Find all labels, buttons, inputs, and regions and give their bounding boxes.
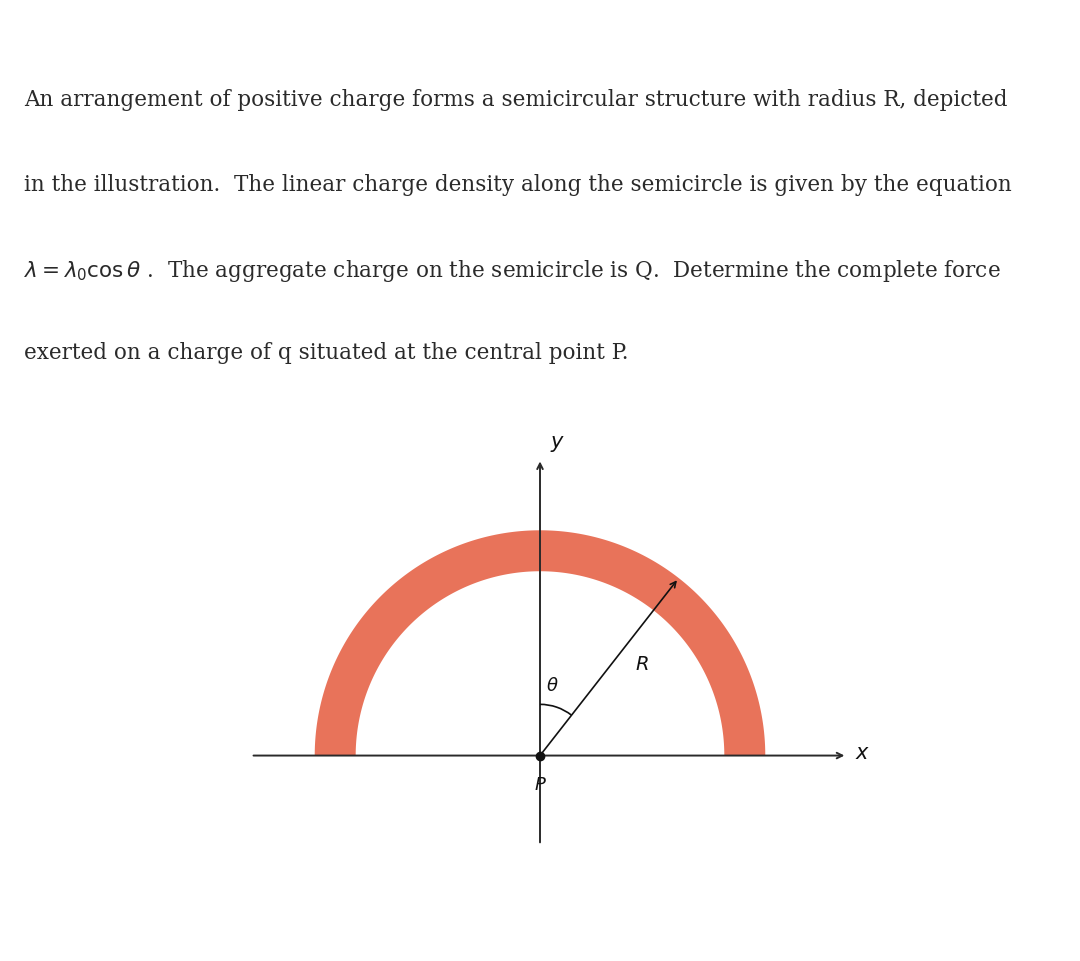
Text: An arrangement of positive charge forms a semicircular structure with radius R, : An arrangement of positive charge forms … [24, 89, 1008, 111]
Text: $R$: $R$ [635, 655, 648, 673]
Text: in the illustration.  The linear charge density along the semicircle is given by: in the illustration. The linear charge d… [24, 173, 1012, 195]
Text: $\theta$: $\theta$ [546, 677, 559, 695]
Text: $\lambda = \lambda_0\cos\theta$ .  The aggregate charge on the semicircle is Q. : $\lambda = \lambda_0\cos\theta$ . The ag… [24, 258, 1000, 283]
Text: $x$: $x$ [855, 744, 870, 763]
Text: $P$: $P$ [534, 775, 546, 793]
Polygon shape [314, 530, 766, 755]
Text: exerted on a charge of q situated at the central point P.: exerted on a charge of q situated at the… [24, 342, 629, 363]
Text: $y$: $y$ [550, 434, 565, 454]
